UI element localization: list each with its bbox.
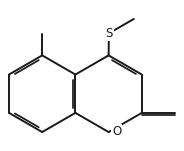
Text: S: S	[105, 27, 113, 40]
Text: O: O	[112, 125, 121, 138]
